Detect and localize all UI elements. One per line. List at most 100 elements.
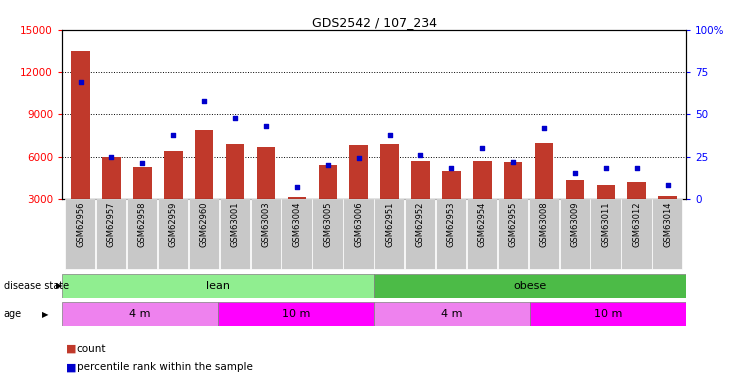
Bar: [658, 196, 677, 199]
FancyBboxPatch shape: [62, 302, 218, 326]
Point: [538, 125, 550, 131]
Point: [445, 165, 457, 171]
FancyBboxPatch shape: [65, 200, 96, 269]
FancyBboxPatch shape: [62, 274, 374, 298]
Text: ▶: ▶: [42, 310, 49, 319]
Text: 4 m: 4 m: [129, 309, 151, 319]
Bar: [380, 144, 399, 199]
Bar: [596, 185, 615, 199]
FancyBboxPatch shape: [96, 200, 126, 269]
Text: GSM63008: GSM63008: [539, 202, 548, 247]
Bar: [257, 147, 275, 199]
Point: [569, 170, 581, 177]
FancyBboxPatch shape: [436, 200, 466, 269]
Bar: [442, 171, 461, 199]
Text: GSM63012: GSM63012: [632, 202, 641, 247]
Text: count: count: [77, 344, 106, 354]
Bar: [102, 157, 120, 199]
Text: 10 m: 10 m: [594, 309, 623, 319]
Text: lean: lean: [206, 281, 230, 291]
Point: [137, 160, 148, 166]
Text: ■: ■: [66, 344, 76, 354]
FancyBboxPatch shape: [466, 200, 497, 269]
Point: [322, 162, 334, 168]
FancyBboxPatch shape: [374, 200, 404, 269]
Text: GSM62956: GSM62956: [76, 202, 85, 247]
Bar: [288, 197, 306, 199]
Bar: [628, 182, 646, 199]
Text: GSM62952: GSM62952: [416, 202, 425, 247]
Text: GSM62954: GSM62954: [477, 202, 487, 247]
Text: GSM63006: GSM63006: [354, 202, 364, 247]
FancyBboxPatch shape: [189, 200, 219, 269]
Point: [353, 155, 364, 161]
Text: 4 m: 4 m: [442, 309, 463, 319]
Text: GSM63001: GSM63001: [231, 202, 239, 247]
Point: [260, 123, 272, 129]
Point: [507, 159, 519, 165]
Text: percentile rank within the sample: percentile rank within the sample: [77, 363, 253, 372]
Bar: [195, 130, 213, 199]
Point: [600, 165, 612, 171]
Text: GSM63003: GSM63003: [261, 202, 271, 247]
Point: [415, 152, 426, 158]
Bar: [535, 142, 553, 199]
Text: GSM63004: GSM63004: [293, 202, 301, 247]
Bar: [411, 161, 430, 199]
Point: [631, 165, 642, 171]
FancyBboxPatch shape: [591, 200, 620, 269]
FancyBboxPatch shape: [282, 200, 312, 269]
Text: GSM62958: GSM62958: [138, 202, 147, 247]
Text: GSM63009: GSM63009: [570, 202, 580, 247]
Text: 10 m: 10 m: [282, 309, 310, 319]
Point: [229, 115, 241, 121]
FancyBboxPatch shape: [220, 200, 250, 269]
Text: ■: ■: [66, 363, 76, 372]
Text: disease state: disease state: [4, 281, 69, 291]
Bar: [566, 180, 584, 199]
Point: [106, 154, 118, 160]
FancyBboxPatch shape: [405, 200, 435, 269]
FancyBboxPatch shape: [529, 200, 559, 269]
FancyBboxPatch shape: [374, 274, 686, 298]
Text: ▶: ▶: [55, 281, 62, 291]
Bar: [133, 167, 152, 199]
Point: [167, 132, 179, 138]
Text: obese: obese: [513, 281, 547, 291]
FancyBboxPatch shape: [621, 200, 652, 269]
FancyBboxPatch shape: [250, 200, 281, 269]
Text: GSM62951: GSM62951: [385, 202, 394, 247]
FancyBboxPatch shape: [158, 200, 188, 269]
Text: GSM63005: GSM63005: [323, 202, 332, 247]
Point: [477, 145, 488, 151]
Point: [291, 184, 303, 190]
FancyBboxPatch shape: [498, 200, 528, 269]
Point: [384, 132, 396, 138]
Bar: [350, 146, 368, 199]
Bar: [504, 162, 523, 199]
Title: GDS2542 / 107_234: GDS2542 / 107_234: [312, 16, 437, 29]
Text: GSM62955: GSM62955: [509, 202, 518, 247]
FancyBboxPatch shape: [652, 200, 683, 269]
FancyBboxPatch shape: [218, 302, 374, 326]
FancyBboxPatch shape: [530, 302, 686, 326]
Bar: [164, 151, 182, 199]
FancyBboxPatch shape: [374, 302, 530, 326]
Text: age: age: [4, 309, 22, 319]
Bar: [226, 144, 245, 199]
FancyBboxPatch shape: [127, 200, 157, 269]
Text: GSM62960: GSM62960: [200, 202, 209, 247]
Bar: [72, 51, 90, 199]
Point: [199, 98, 210, 104]
Text: GSM62957: GSM62957: [107, 202, 116, 247]
Text: GSM63014: GSM63014: [663, 202, 672, 247]
Point: [662, 182, 674, 188]
FancyBboxPatch shape: [343, 200, 374, 269]
Bar: [473, 161, 491, 199]
Text: GSM62959: GSM62959: [169, 202, 178, 247]
Point: [74, 80, 86, 86]
Text: GSM63011: GSM63011: [602, 202, 610, 247]
FancyBboxPatch shape: [559, 200, 590, 269]
Text: GSM62953: GSM62953: [447, 202, 456, 247]
Bar: [318, 165, 337, 199]
